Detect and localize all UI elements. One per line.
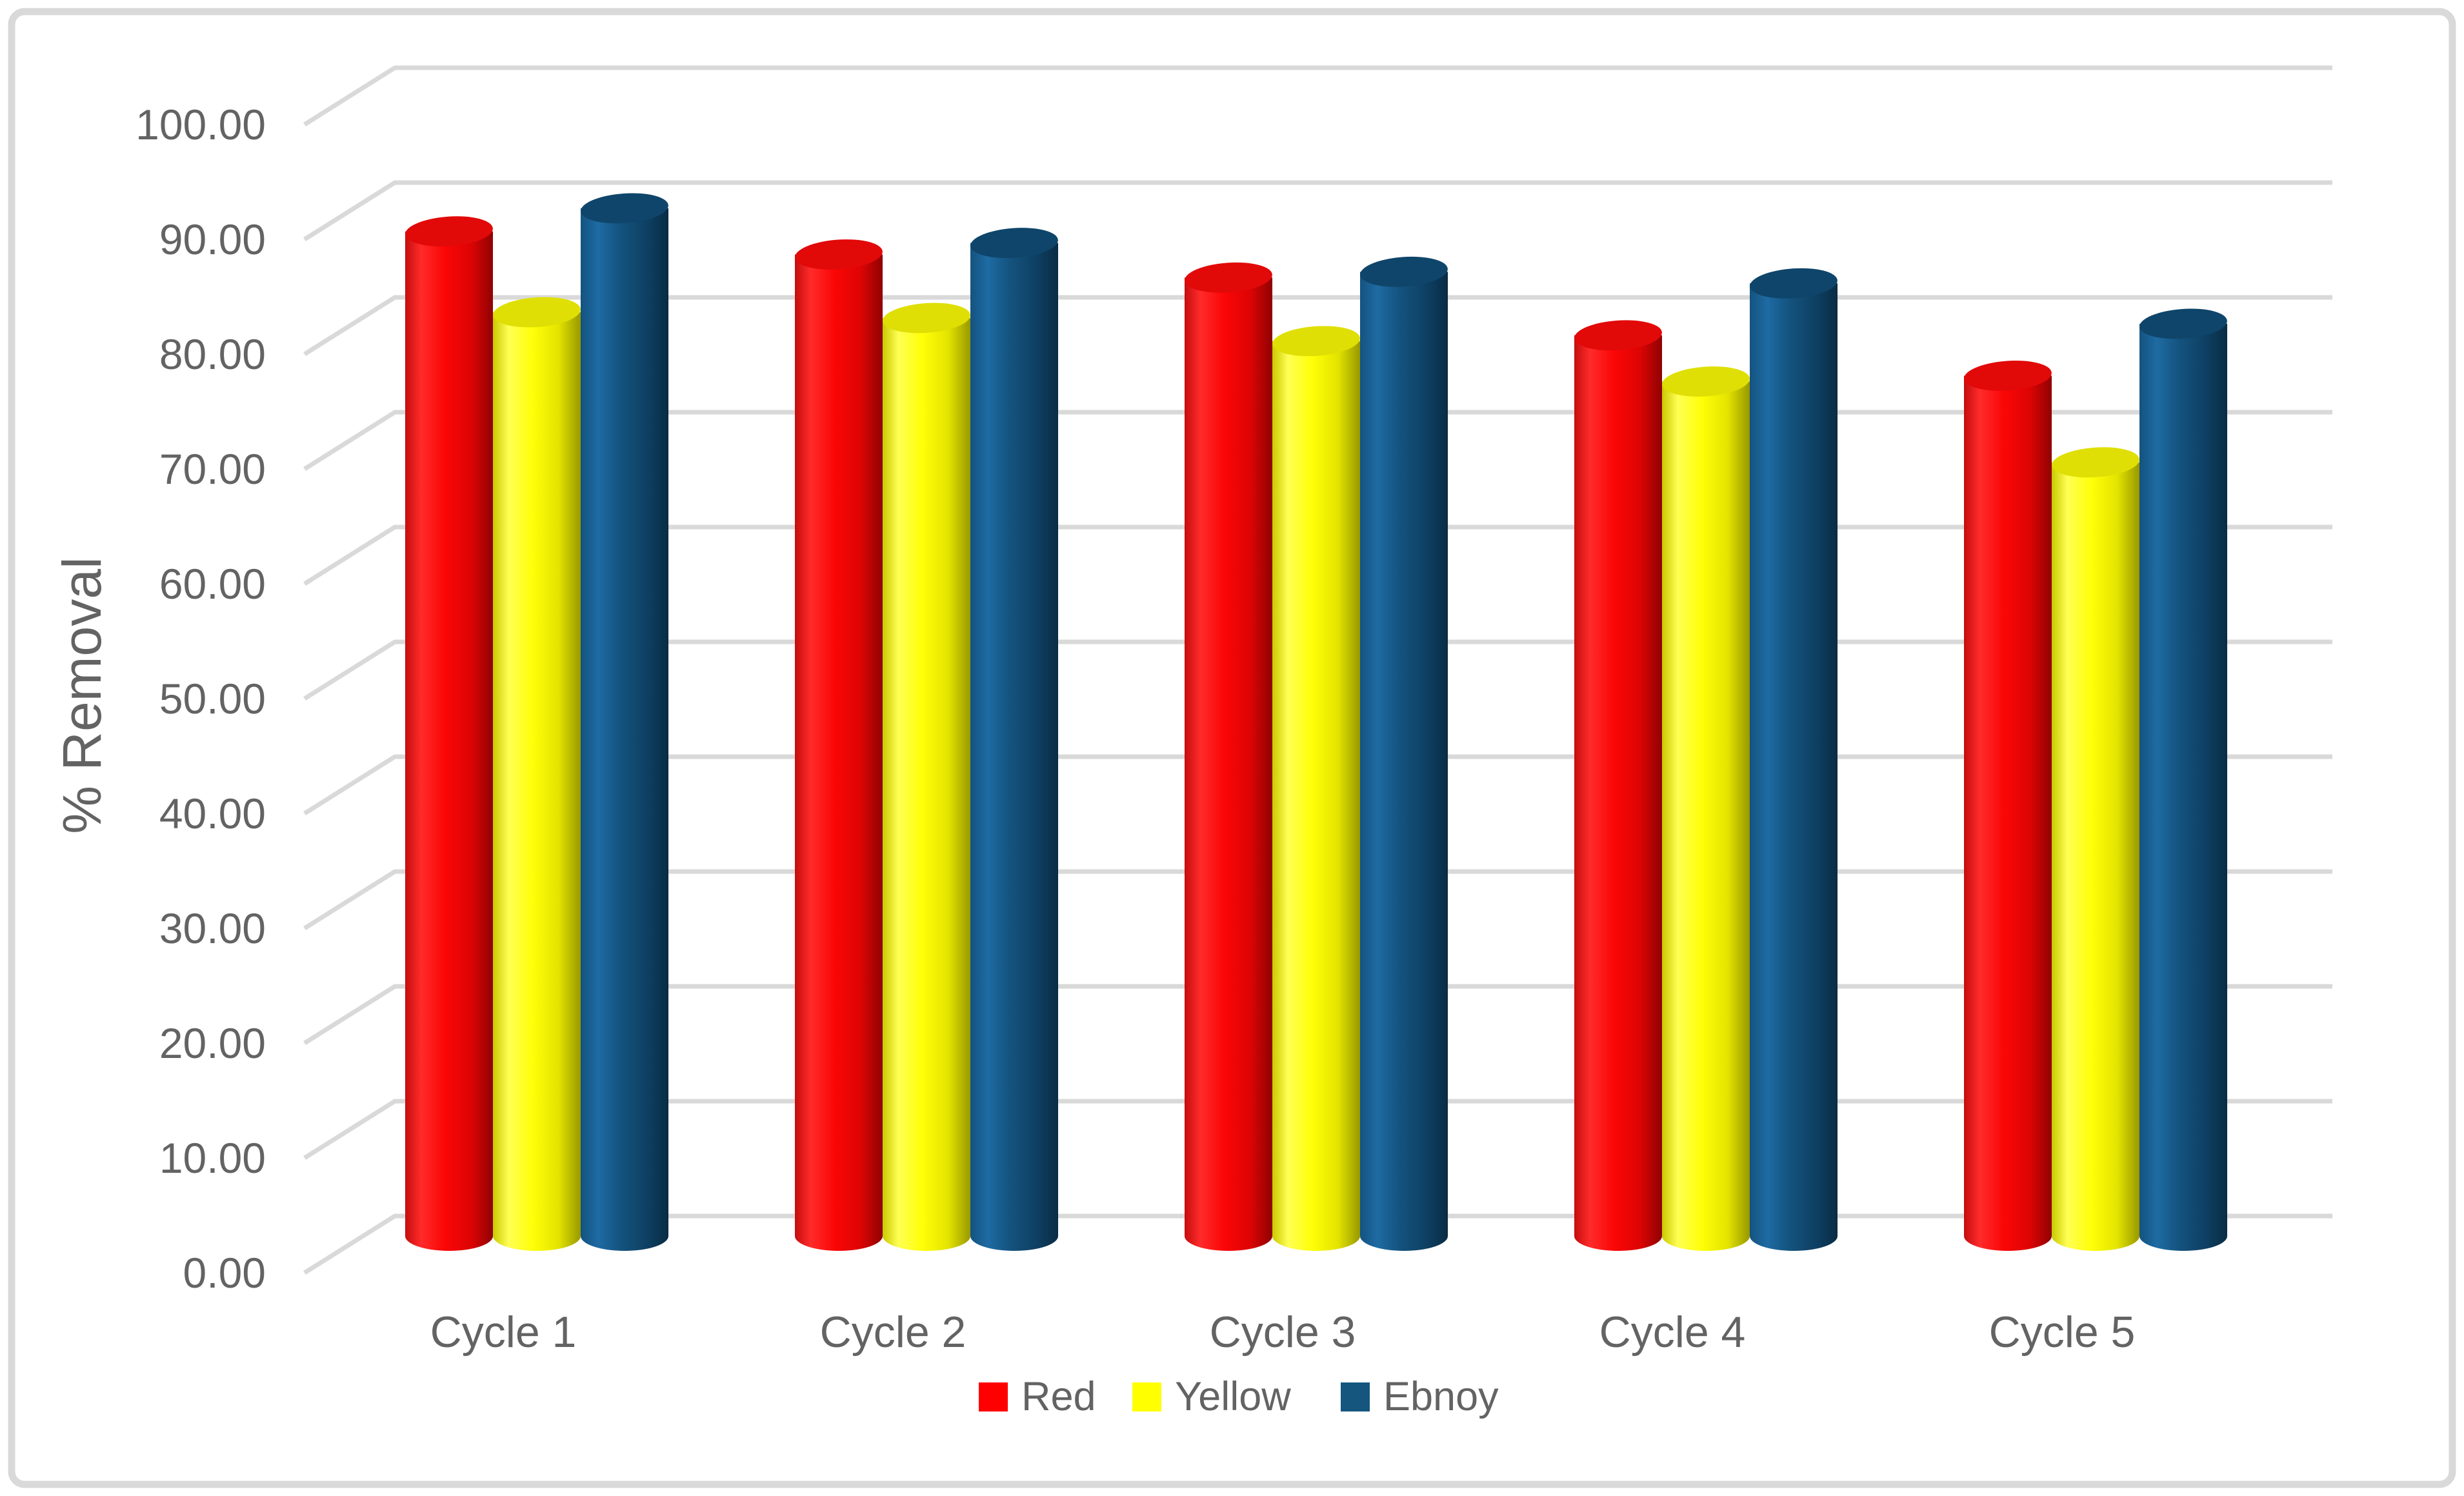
bar-yellow-cycle-3 (1272, 326, 1360, 1251)
cylinder-body (493, 312, 581, 1251)
y-tick-label-90.00: 90.00 (159, 215, 266, 263)
cylinder-top (405, 216, 493, 247)
bars-layer (405, 193, 2227, 1252)
cylinder-body (581, 208, 668, 1251)
gridline-layer (303, 65, 2332, 1275)
cylinder-top (581, 193, 668, 224)
bar-red-cycle-4 (1574, 320, 1662, 1251)
legend-swatch-ebnoy (1341, 1382, 1370, 1411)
y-tick-label-20.00: 20.00 (159, 1019, 266, 1067)
bar-ebnoy-cycle-2 (970, 228, 1058, 1252)
bar-yellow-cycle-1 (493, 297, 581, 1251)
cylinder-top (883, 303, 970, 334)
y-tick-label-30.00: 30.00 (159, 904, 266, 952)
y-tick-label-40.00: 40.00 (159, 790, 266, 837)
bar-ebnoy-cycle-3 (1360, 256, 1448, 1252)
cylinder-body (1574, 335, 1662, 1251)
gridline-80.00 (303, 295, 2332, 356)
x-category-label-2: Cycle 2 (820, 1308, 967, 1357)
legend-swatch-yellow (1132, 1382, 1161, 1411)
y-tick-label-70.00: 70.00 (159, 445, 266, 493)
cylinder-body (795, 254, 883, 1251)
cylinder-top (795, 239, 883, 270)
cylinder-body (1360, 272, 1448, 1252)
cylinder-body (1185, 277, 1272, 1251)
x-category-label-5: Cycle 5 (1989, 1308, 2136, 1357)
cylinder-top (1360, 256, 1448, 287)
cylinder-body (1272, 341, 1360, 1251)
cylinder-body (1662, 381, 1750, 1251)
cylinder-body (405, 231, 493, 1252)
cylinder-top (2052, 447, 2139, 478)
legend-label-red: Red (1021, 1374, 1096, 1419)
cylinder-top (1662, 366, 1750, 397)
cylinder-top (970, 228, 1058, 259)
x-category-label-3: Cycle 3 (1210, 1308, 1356, 1357)
cylinder-top (1574, 320, 1662, 351)
cylinder-body (883, 317, 970, 1252)
x-category-label-4: Cycle 4 (1599, 1308, 1746, 1357)
bar-ebnoy-cycle-5 (2139, 308, 2227, 1251)
y-tick-label-10.00: 10.00 (159, 1134, 266, 1182)
bar-red-cycle-3 (1185, 262, 1272, 1251)
cylinder-body (1750, 283, 1838, 1251)
cylinder-body (1964, 375, 2052, 1252)
legend-label-ebnoy: Ebnoy (1383, 1374, 1499, 1419)
bar-yellow-cycle-2 (883, 303, 970, 1252)
gridline-100.00 (303, 65, 2332, 126)
gridline-90.00 (303, 180, 2332, 241)
cylinder-top (1750, 268, 1838, 299)
bar-ebnoy-cycle-4 (1750, 268, 1838, 1251)
bar-yellow-cycle-5 (2052, 447, 2139, 1252)
bar-red-cycle-5 (1964, 361, 2052, 1252)
cylinder-top (1964, 361, 2052, 391)
y-tick-label-50.00: 50.00 (159, 675, 266, 723)
y-tick-label-60.00: 60.00 (159, 560, 266, 608)
cylinder-body (970, 243, 1058, 1252)
y-axis-title: % Removal (52, 557, 112, 833)
cylinder-top (1185, 262, 1272, 293)
cylinder-top (493, 297, 581, 328)
cylinder-top (2139, 308, 2227, 339)
cylinder-body (2052, 462, 2139, 1252)
labels-layer: 0.00 10.00 20.00 30.00 40.00 50.00 60.00 70.00 8… (52, 101, 2135, 1357)
legend-swatch-red (979, 1382, 1008, 1411)
bar-yellow-cycle-4 (1662, 366, 1750, 1251)
legend: Red Yellow Ebnoy (979, 1374, 1499, 1419)
legend-label-yellow: Yellow (1175, 1374, 1291, 1419)
y-tick-label-0.00: 0.00 (183, 1249, 266, 1297)
y-tick-label-80.00: 80.00 (159, 330, 266, 378)
y-tick-label-100.00: 100.00 (135, 101, 266, 148)
cylinder-top (1272, 326, 1360, 357)
bar-red-cycle-2 (795, 239, 883, 1251)
cylinder-body (2139, 323, 2227, 1251)
x-category-label-1: Cycle 1 (430, 1308, 577, 1357)
bar-red-cycle-1 (405, 216, 493, 1252)
bar-ebnoy-cycle-1 (581, 193, 668, 1251)
